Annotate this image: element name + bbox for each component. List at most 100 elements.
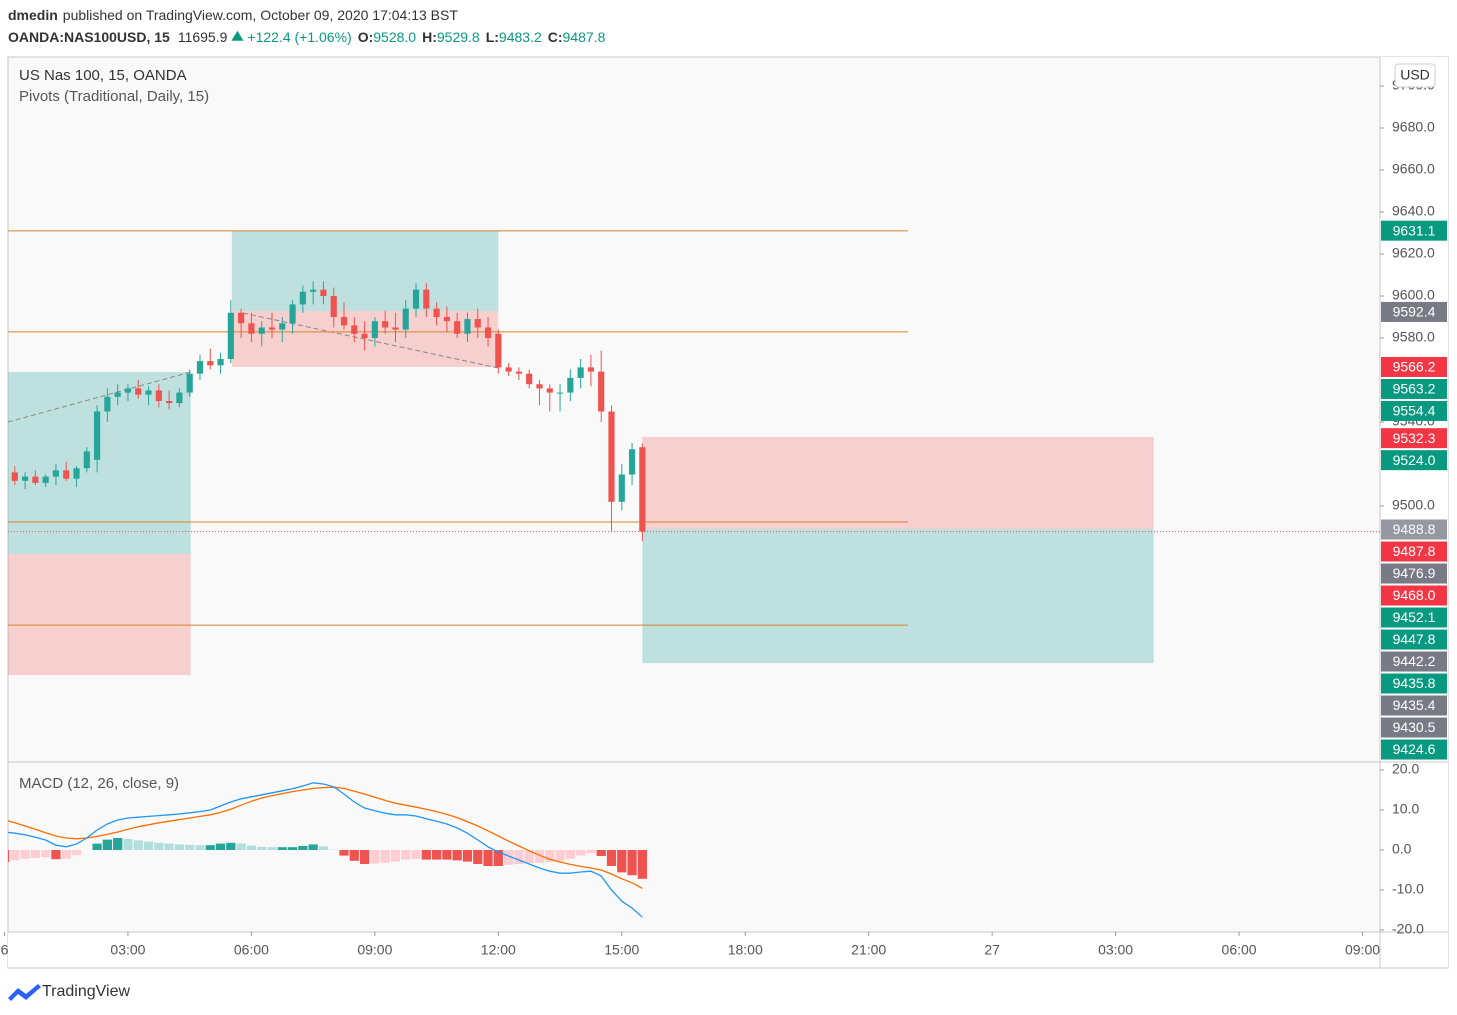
histogram-bar: [318, 846, 329, 850]
histogram-bar: [226, 842, 236, 850]
histogram-bar: [10, 850, 20, 861]
x-tick-label: 09:00: [357, 942, 392, 958]
price-label-text: 9447.8: [1393, 631, 1436, 647]
histogram-bar: [462, 850, 473, 862]
candle-body: [628, 449, 636, 475]
currency[interactable]: USD: [1400, 67, 1430, 83]
histogram-bar: [411, 850, 421, 859]
candle-body: [268, 327, 276, 330]
y-tick-label: 9640.0: [1392, 203, 1435, 219]
candle-body: [598, 371, 605, 412]
price-label: [1381, 585, 1447, 606]
price-label: [1381, 673, 1447, 694]
symbol: OANDA:NAS100USD, 15: [8, 29, 170, 45]
candle-body: [454, 321, 461, 334]
price-label: [1381, 541, 1447, 562]
histogram-bar: [606, 850, 617, 866]
y-tick-label: -20.0: [1392, 921, 1424, 937]
price-label-text: 9435.8: [1393, 675, 1436, 691]
histogram-bar: [565, 850, 575, 859]
price-label-text: 9424.6: [1393, 741, 1436, 757]
candle-body: [124, 388, 132, 393]
histogram-bar: [8, 850, 10, 862]
histogram-bar: [205, 845, 215, 850]
profit-zone: [231, 230, 499, 311]
histogram-bar: [370, 850, 380, 864]
price-label-text: 9487.8: [1393, 543, 1436, 559]
price-label: [1381, 428, 1447, 449]
price-label-text: 9468.0: [1393, 587, 1436, 603]
candle-body: [310, 289, 317, 292]
trade-path: [243, 312, 499, 369]
macd-title: MACD (12, 26, close, 9): [19, 775, 179, 792]
price-label-text: 9532.3: [1393, 430, 1436, 446]
histogram-bar: [575, 850, 586, 856]
candle-body: [433, 308, 440, 317]
histogram-bar: [339, 850, 349, 856]
y-tick-label: 10.0: [1392, 801, 1419, 817]
candle-body: [21, 476, 29, 481]
candle-body: [371, 321, 378, 338]
candle-body: [145, 390, 152, 395]
histogram-bar: [236, 843, 246, 850]
price-label: [1381, 301, 1447, 322]
price-label: [1381, 717, 1447, 738]
candle-body: [83, 451, 90, 469]
histogram-bar: [215, 843, 226, 850]
histogram-bar: [20, 850, 30, 859]
price-label-text: 9476.9: [1393, 565, 1436, 581]
price-label-text: 9430.5: [1393, 719, 1436, 735]
x-tick-label: 15:00: [604, 942, 639, 958]
price-label: [1381, 519, 1447, 540]
ohlc-value: 9487.8: [563, 29, 606, 45]
price-label: [1381, 629, 1447, 650]
ohlc-label: H:: [422, 29, 437, 45]
histogram-bar: [257, 846, 267, 850]
candle-body: [196, 361, 204, 374]
last: 11695.9: [178, 29, 228, 45]
x-tick-label: 27: [984, 942, 1000, 958]
candle-body: [135, 388, 142, 395]
candle-body: [382, 321, 389, 328]
price-label: [1381, 450, 1447, 471]
histogram-bar: [195, 845, 205, 850]
histogram-bar: [380, 850, 390, 863]
loss-zone: [642, 436, 1154, 530]
header-line: dmedin published on TradingView.com, Octo…: [8, 7, 458, 23]
candle-body: [443, 316, 450, 322]
macd-line: [8, 782, 643, 918]
candle-body: [299, 291, 306, 305]
symbol-line: OANDA:NAS100USD, 15 11695.9 +122.4 (+1.06%…: [8, 29, 606, 45]
histogram-bar: [401, 850, 411, 860]
price-label-text: 9442.2: [1393, 653, 1436, 669]
histogram-bar: [61, 850, 71, 859]
histogram-bar: [524, 850, 534, 864]
price-label-text: 9452.1: [1393, 609, 1436, 625]
price-label: [1381, 695, 1447, 716]
candle-body: [639, 447, 646, 532]
price-label-text: 9563.2: [1393, 381, 1436, 397]
price-label: [1381, 739, 1447, 760]
y-tick-label: -10.0: [1392, 881, 1424, 897]
candle-body: [320, 289, 327, 296]
change: +122.4 (+1.06%): [247, 29, 351, 45]
candle-body: [238, 312, 245, 324]
histogram-bar: [123, 838, 133, 850]
histogram-bar: [555, 850, 565, 862]
candle-body: [577, 367, 584, 378]
price-label-text: 9524.0: [1393, 452, 1436, 468]
currency-button[interactable]: [1394, 63, 1436, 88]
ohlc-value: 9528.0: [373, 29, 416, 45]
signal-line: [8, 786, 643, 889]
x-tick-label: 09:00: [1345, 942, 1380, 958]
histogram-bar: [617, 850, 627, 873]
price-label-text: 9566.2: [1393, 359, 1436, 375]
candle-body: [176, 392, 183, 404]
candle-body: [587, 367, 595, 372]
histogram-bar: [359, 850, 370, 864]
candle-body: [618, 474, 625, 502]
candle-body: [361, 333, 368, 338]
x-tick-label: 03:00: [1098, 942, 1133, 958]
